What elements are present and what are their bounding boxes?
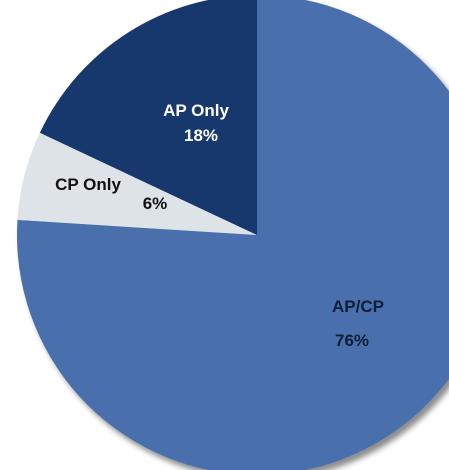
pie-labels: AP/CP 76% CP Only 6% AP Only 18% <box>55 101 384 350</box>
pie-slice-ap-cp <box>17 0 449 470</box>
slice-value-cp-only: 6% <box>143 194 168 213</box>
pie-slices <box>17 0 449 470</box>
slice-label-ap-only: AP Only <box>163 101 229 120</box>
pie-slice-ap-only <box>39 0 257 235</box>
slice-label-ap-cp: AP/CP <box>332 297 384 316</box>
pie-slice-cp-only <box>17 132 257 235</box>
slice-value-ap-only: 18% <box>184 126 218 145</box>
slice-label-cp-only: CP Only <box>55 175 121 194</box>
slice-value-ap-cp: 76% <box>335 331 369 350</box>
